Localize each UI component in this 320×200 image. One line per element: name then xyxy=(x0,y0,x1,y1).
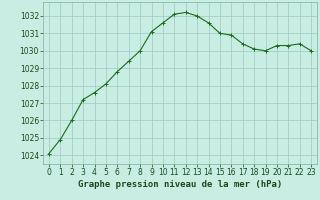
X-axis label: Graphe pression niveau de la mer (hPa): Graphe pression niveau de la mer (hPa) xyxy=(78,180,282,189)
